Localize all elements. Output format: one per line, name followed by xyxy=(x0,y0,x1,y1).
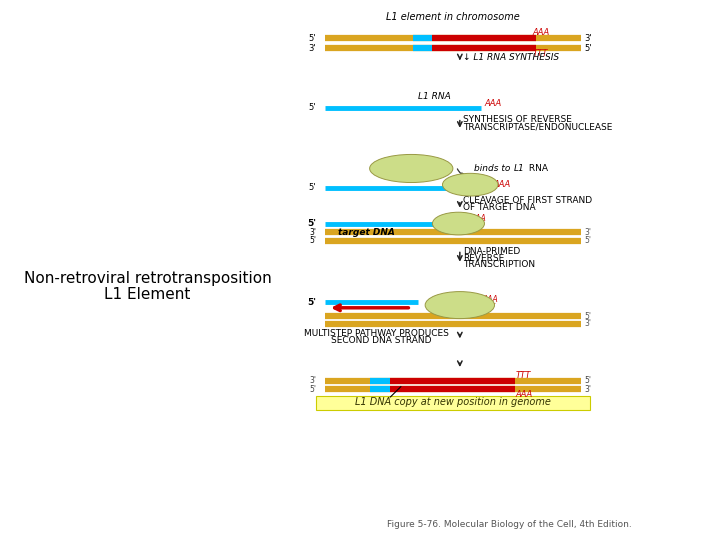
Text: 5': 5' xyxy=(585,376,592,385)
Text: MULTISTEP PATHWAY PRODUCES: MULTISTEP PATHWAY PRODUCES xyxy=(304,329,449,338)
Text: TRANSCRIPTION: TRANSCRIPTION xyxy=(463,260,536,269)
Text: 5': 5' xyxy=(309,34,316,43)
Text: OF TARGET DNA: OF TARGET DNA xyxy=(463,203,536,212)
Text: TTT: TTT xyxy=(482,303,496,312)
Ellipse shape xyxy=(369,154,453,183)
Text: L1 RNA: L1 RNA xyxy=(418,92,451,100)
Text: 5': 5' xyxy=(309,104,316,112)
Text: AAA: AAA xyxy=(482,295,498,304)
FancyBboxPatch shape xyxy=(316,396,590,410)
Text: TTT: TTT xyxy=(533,50,548,58)
Text: 3': 3' xyxy=(585,385,592,394)
Text: REVERSE: REVERSE xyxy=(463,254,505,262)
Text: RNA: RNA xyxy=(526,164,548,173)
Text: AAA: AAA xyxy=(516,390,533,399)
Text: DNA-PRIMED: DNA-PRIMED xyxy=(463,247,521,256)
Text: CLEAVAGE OF FIRST STRAND: CLEAVAGE OF FIRST STRAND xyxy=(463,197,593,205)
Text: 3': 3' xyxy=(309,228,316,237)
Text: 5': 5' xyxy=(585,44,593,52)
Text: SECOND DNA STRAND: SECOND DNA STRAND xyxy=(331,336,432,345)
Text: Figure 5-76. Molecular Biology of the Cell, 4th Edition.: Figure 5-76. Molecular Biology of the Ce… xyxy=(387,521,631,529)
Text: ↓ L1 RNA SYNTHESIS: ↓ L1 RNA SYNTHESIS xyxy=(463,53,559,62)
Text: SYNTHESIS OF REVERSE: SYNTHESIS OF REVERSE xyxy=(463,116,572,124)
Text: 5': 5' xyxy=(309,385,316,394)
Text: L1 element in chromosome: L1 element in chromosome xyxy=(386,12,520,22)
Text: 5': 5' xyxy=(585,312,592,321)
Text: L1 DNA copy at new position in genome: L1 DNA copy at new position in genome xyxy=(355,397,551,407)
Text: target DNA: target DNA xyxy=(338,228,395,237)
Text: binds to: binds to xyxy=(474,164,513,173)
Text: L1: L1 xyxy=(514,164,525,173)
Text: AAA: AAA xyxy=(493,180,510,189)
Text: AAA: AAA xyxy=(470,214,486,222)
Text: 3': 3' xyxy=(585,34,593,43)
Text: 5': 5' xyxy=(309,237,316,245)
Text: 3': 3' xyxy=(585,228,592,237)
Text: TRANSCRIPTASE/ENDONUCLEASE: TRANSCRIPTASE/ENDONUCLEASE xyxy=(463,123,613,132)
Ellipse shape xyxy=(443,173,498,196)
Text: AAA: AAA xyxy=(533,28,550,37)
Text: AAA: AAA xyxy=(484,99,501,108)
Text: 5': 5' xyxy=(307,219,316,228)
Text: TTT: TTT xyxy=(516,371,531,380)
Text: 3': 3' xyxy=(309,44,316,52)
Text: L1 Element: L1 Element xyxy=(104,287,191,302)
Text: Non-retroviral retrotransposition: Non-retroviral retrotransposition xyxy=(24,271,271,286)
Ellipse shape xyxy=(433,212,485,235)
Text: 3': 3' xyxy=(585,320,592,328)
Text: 3': 3' xyxy=(309,376,316,385)
Text: 5': 5' xyxy=(309,184,316,192)
Text: 5': 5' xyxy=(585,237,592,245)
Ellipse shape xyxy=(425,292,495,319)
Text: 5': 5' xyxy=(307,298,316,307)
